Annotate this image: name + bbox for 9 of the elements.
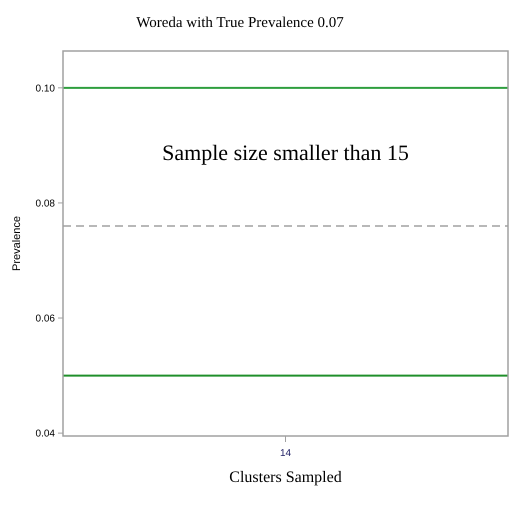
chart-title: Woreda with True Prevalence 0.07 xyxy=(136,15,344,31)
y-tick-label: 0.08 xyxy=(36,198,56,210)
y-tick-label: 0.04 xyxy=(36,428,56,440)
x-tick-label: 14 xyxy=(280,448,292,459)
y-axis-title: Prevalence xyxy=(11,216,23,272)
annotation: Sample size smaller than 15 xyxy=(162,140,409,165)
y-tick-label: 0.10 xyxy=(36,83,56,94)
x-axis-title: Clusters Sampled xyxy=(229,469,342,486)
y-tick-label: 0.06 xyxy=(36,314,56,325)
